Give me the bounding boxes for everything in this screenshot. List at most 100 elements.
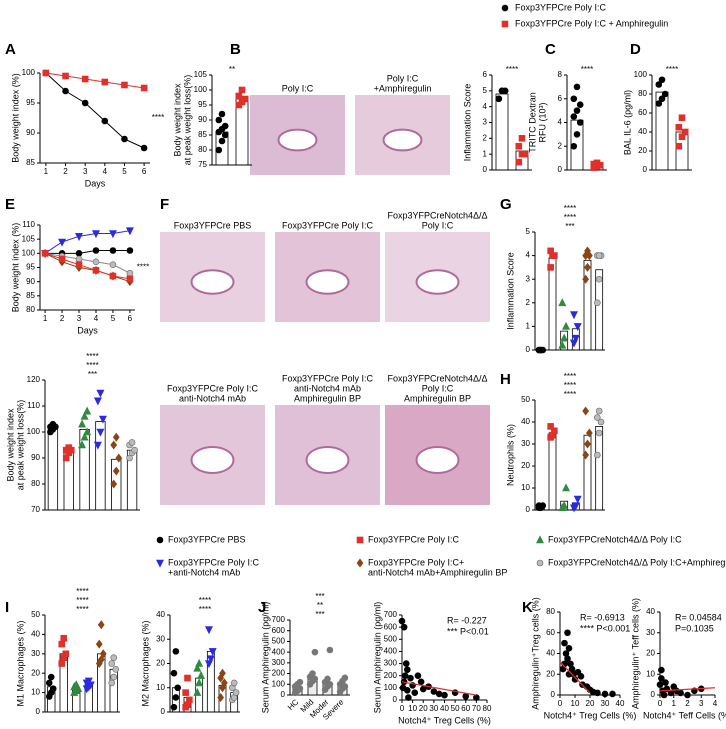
marker (560, 500, 569, 509)
image-label: anti-Notch4 mAb (294, 383, 361, 393)
marker (170, 703, 178, 711)
marker (109, 247, 117, 254)
y-axis-label: at peak weight loss(%) (15, 400, 25, 491)
marker (42, 69, 50, 77)
x-tick-label: 20 (586, 699, 595, 708)
y-tick-label: 100 (22, 248, 36, 257)
y-tick-label: 80 (198, 145, 207, 154)
legend-label: Foxp3YFPCre PBS (168, 534, 246, 544)
marker (230, 679, 238, 687)
marker (658, 95, 666, 103)
marker (92, 247, 100, 254)
marker (564, 655, 571, 662)
marker (662, 679, 669, 686)
y-tick-label: 20 (646, 649, 655, 658)
marker (656, 681, 664, 688)
marker (128, 439, 136, 446)
marker (172, 648, 180, 655)
marker (126, 269, 134, 277)
x-tick-label: 0 (558, 699, 563, 708)
marker (75, 250, 83, 257)
marker (184, 674, 191, 682)
y-tick-label: 300 (384, 659, 398, 668)
panel-label: H (500, 371, 511, 388)
x-tick-label: 4 (713, 699, 718, 708)
mean-bar (571, 328, 580, 351)
marker (182, 689, 189, 696)
marker (536, 535, 544, 544)
y-tick-label: 40 (646, 607, 655, 616)
marker (341, 674, 349, 682)
y-tick-label: 0 (526, 505, 531, 514)
y-axis-label: at peak weight loss(%) (182, 75, 192, 166)
significance: **** (506, 65, 518, 74)
y-tick-label: 400 (384, 647, 398, 656)
y-tick-label: 100 (384, 683, 398, 692)
series-line (45, 250, 130, 254)
marker (197, 670, 206, 679)
marker (83, 427, 92, 436)
marker (535, 502, 543, 509)
y-axis-label: RFU (10³) (537, 102, 547, 142)
marker (570, 142, 578, 150)
mean-bar (595, 269, 604, 351)
marker (92, 267, 100, 274)
y-tick-label: 700 (272, 615, 286, 624)
marker (402, 660, 410, 667)
fit-line (401, 681, 477, 696)
marker (99, 649, 107, 659)
y-tick-label: 6 (558, 94, 563, 103)
image-label: Amphiregulin BP (294, 393, 361, 403)
significance: **** (666, 65, 678, 74)
y-tick-label: 3 (526, 274, 531, 283)
marker (595, 429, 603, 437)
y-tick-label: 40 (546, 649, 555, 658)
image-label: Foxp3YFPCre Poly I:C (167, 383, 259, 393)
y-tick-label: 0 (651, 690, 656, 699)
y-tick-label: 3 (483, 118, 488, 127)
y-tick-label: 85 (26, 291, 35, 300)
marker (573, 107, 581, 114)
y-tick-label: 10 (646, 669, 655, 678)
y-tick-label: 0 (393, 695, 398, 704)
marker (655, 81, 663, 88)
marker (108, 660, 116, 667)
marker (172, 694, 180, 701)
marker (81, 99, 89, 107)
legend-label: Foxp3YFPCre Poly I:C + Amphiregulin (515, 18, 668, 28)
y-tick-label: 100 (634, 70, 648, 79)
marker (110, 440, 118, 450)
x-tick-label: 6 (128, 314, 133, 323)
y-tick-label: 20 (521, 461, 530, 470)
marker (593, 159, 601, 167)
x-tick-label: 40 (440, 704, 449, 713)
marker (156, 536, 164, 544)
significance: *** (88, 370, 97, 379)
x-tick-label: 60 (461, 704, 470, 713)
marker (140, 84, 148, 92)
y-tick-label: 80 (26, 305, 35, 314)
mean-bar (655, 91, 669, 171)
marker (238, 86, 246, 94)
marker (72, 680, 81, 689)
legend-label: Foxp3YFPCre Poly I:C (515, 2, 607, 12)
x-tick-label: 0 (658, 699, 663, 708)
mean-bar (548, 432, 557, 511)
y-tick-label: 105 (194, 70, 208, 79)
statistic: R= -0.6913 (580, 612, 625, 622)
marker (219, 668, 226, 678)
marker (584, 262, 591, 272)
marker (675, 142, 683, 150)
mean-bar (79, 428, 90, 511)
significance: **** (564, 372, 576, 381)
marker (681, 128, 689, 136)
y-tick-label: 0 (643, 165, 648, 174)
marker (174, 684, 181, 692)
marker (326, 646, 334, 654)
legend-label: +anti-Notch4 mAb (168, 567, 240, 577)
marker (221, 131, 229, 139)
marker (58, 660, 66, 667)
mean-bar (235, 98, 249, 166)
legend-label: Foxp3YFPCreNotch4Δ/Δ Poly I:C+Amphiregul… (548, 557, 726, 567)
